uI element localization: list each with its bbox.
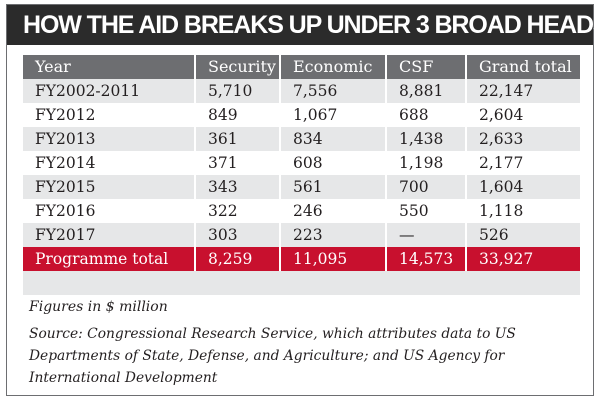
header-security: Security [194,55,280,79]
cell-security: 371 [194,151,280,175]
cell-economic: 7,556 [279,79,386,103]
table-row: FY2014 371 608 1,198 2,177 [23,151,580,175]
headline: HOW THE AID BREAKS UP UNDER 3 BROAD HEAD… [7,5,599,45]
cell-security: 343 [194,175,280,199]
units-note: Figures in $ million [29,299,168,315]
table-row: FY2012 849 1,067 688 2,604 [23,103,580,127]
cell-csf: — [385,223,466,247]
header-year: Year [23,55,195,79]
total-label: Programme total [23,247,195,271]
table-row: FY2013 361 834 1,438 2,633 [23,127,580,151]
cell-economic: 834 [279,127,386,151]
source-note: Source: Congressional Research Service, … [29,326,516,386]
cell-economic: 608 [279,151,386,175]
cell-csf: 700 [385,175,466,199]
total-csf: 14,573 [385,247,466,271]
cell-grand-total: 2,177 [465,151,580,175]
cell-security: 361 [194,127,280,151]
table-row: FY2016 322 246 550 1,118 [23,199,580,223]
total-security: 8,259 [194,247,280,271]
cell-csf: 550 [385,199,466,223]
cell-csf: 8,881 [385,79,466,103]
cell-grand-total: 22,147 [465,79,580,103]
cell-year: FY2015 [23,175,195,199]
total-economic: 11,095 [279,247,386,271]
header-economic: Economic [279,55,386,79]
cell-year: FY2017 [23,223,195,247]
cell-year: FY2013 [23,127,195,151]
table-panel: Year Security Economic CSF Grand total F… [23,55,580,295]
cell-security: 5,710 [194,79,280,103]
cell-csf: 1,438 [385,127,466,151]
total-row: Programme total 8,259 11,095 14,573 33,9… [23,247,580,271]
table-row: FY2015 343 561 700 1,604 [23,175,580,199]
table-row: FY2002-2011 5,710 7,556 8,881 22,147 [23,79,580,103]
header-csf: CSF [385,55,466,79]
cell-grand-total: 526 [465,223,580,247]
cell-grand-total: 1,604 [465,175,580,199]
cell-grand-total: 2,633 [465,127,580,151]
cell-grand-total: 1,118 [465,199,580,223]
cell-security: 303 [194,223,280,247]
cell-economic: 223 [279,223,386,247]
cell-economic: 1,067 [279,103,386,127]
cell-year: FY2002-2011 [23,79,195,103]
table-row: FY2017 303 223 — 526 [23,223,580,247]
aid-table: Year Security Economic CSF Grand total F… [23,55,580,271]
infographic-frame: HOW THE AID BREAKS UP UNDER 3 BROAD HEAD… [6,4,599,396]
cell-economic: 561 [279,175,386,199]
header-grand-total: Grand total [465,55,580,79]
cell-csf: 688 [385,103,466,127]
cell-year: FY2014 [23,151,195,175]
cell-year: FY2012 [23,103,195,127]
table-header-row: Year Security Economic CSF Grand total [23,55,580,79]
cell-security: 849 [194,103,280,127]
cell-csf: 1,198 [385,151,466,175]
cell-grand-total: 2,604 [465,103,580,127]
cell-year: FY2016 [23,199,195,223]
cell-security: 322 [194,199,280,223]
total-grand-total: 33,927 [465,247,580,271]
cell-economic: 246 [279,199,386,223]
